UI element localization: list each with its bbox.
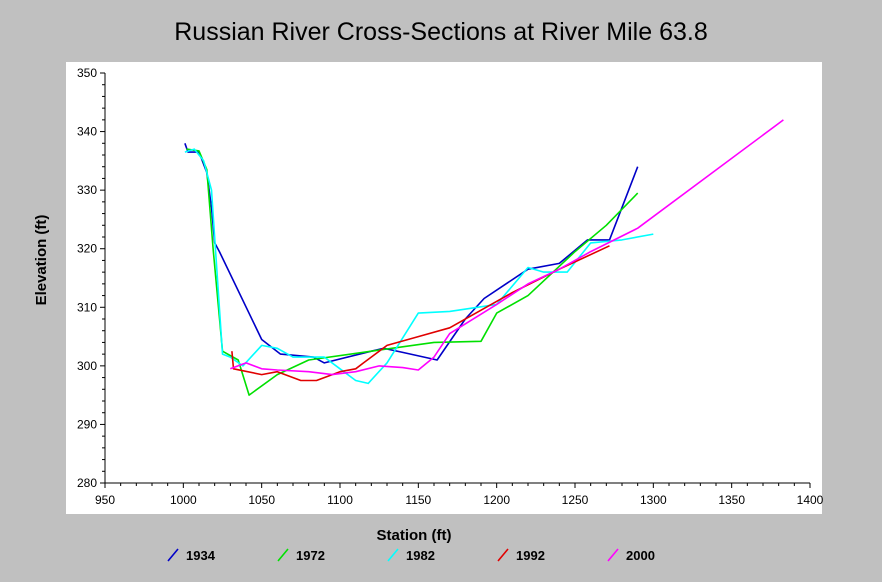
x-axis-title: Station (ft) <box>377 527 452 544</box>
legend-label-2000: 2000 <box>626 548 655 563</box>
y-tick-label: 350 <box>77 66 97 80</box>
y-tick-label: 310 <box>77 300 97 314</box>
legend-swatch-2000 <box>607 548 619 562</box>
series-lines <box>184 119 784 396</box>
x-tick-label: 1250 <box>562 493 589 507</box>
legend-label-1982: 1982 <box>406 548 435 563</box>
legend-swatch-1982 <box>387 548 399 562</box>
y-axis-title: Elevation (ft) <box>33 215 50 306</box>
y-tick-label: 340 <box>77 125 97 139</box>
x-tick-label: 1400 <box>797 493 824 507</box>
legend: 1934 1972 1982 1992 2000 <box>167 548 655 563</box>
x-tick-label: 1200 <box>483 493 510 507</box>
legend-swatch-1934 <box>167 548 179 562</box>
plot-area <box>66 62 822 514</box>
x-tick-label: 1000 <box>170 493 197 507</box>
legend-swatch-1992 <box>497 548 509 562</box>
legend-label-1972: 1972 <box>296 548 325 563</box>
series-line-2000 <box>230 119 784 376</box>
chart-title: Russian River Cross-Sections at River Mi… <box>174 18 708 46</box>
y-tick-label: 330 <box>77 183 97 197</box>
legend-label-1934: 1934 <box>186 548 216 563</box>
x-tick-label: 1150 <box>405 493 431 507</box>
axes: 280 290 300 310 320 330 340 350 950 1000 1050 1100 1… <box>77 66 824 507</box>
legend-label-1992: 1992 <box>516 548 545 563</box>
x-tick-label: 1100 <box>327 493 353 507</box>
y-tick-label: 320 <box>77 242 97 256</box>
x-tick-label: 1300 <box>640 493 667 507</box>
series-line-1992 <box>231 245 610 382</box>
series-line-1972 <box>186 148 639 396</box>
y-tick-label: 300 <box>77 359 97 373</box>
x-tick-label: 1350 <box>718 493 745 507</box>
series-line-1982 <box>184 148 654 385</box>
y-tick-label: 290 <box>77 417 97 431</box>
x-tick-label: 1050 <box>248 493 275 507</box>
legend-swatch-1972 <box>277 548 289 562</box>
y-tick-label: 280 <box>77 476 97 490</box>
x-tick-label: 950 <box>95 493 115 507</box>
